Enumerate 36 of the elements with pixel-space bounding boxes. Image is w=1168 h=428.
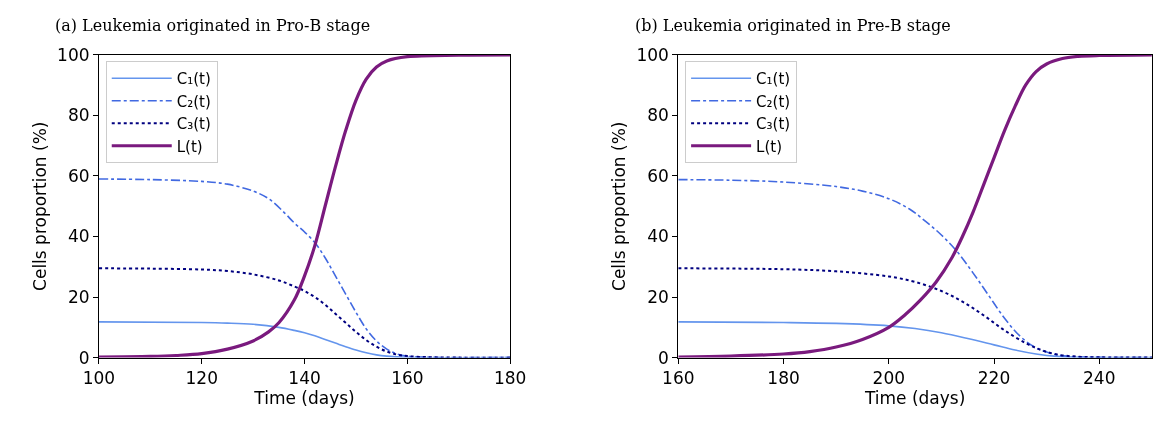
y-tick-label: 60 — [67, 165, 90, 186]
legend-label: L(t) — [756, 137, 783, 156]
chart-title: (a) Leukemia originated in Pro-B stage — [55, 16, 371, 35]
x-axis-title: Time (days) — [863, 388, 966, 409]
legend-label: C₁(t) — [176, 70, 211, 89]
legend-label: L(t) — [176, 137, 203, 156]
y-tick-label: 80 — [647, 105, 669, 126]
y-tick-label: 20 — [67, 287, 90, 308]
x-tick-label: 100 — [82, 368, 116, 389]
legend-label: C₃(t) — [176, 115, 211, 134]
legend-label: C₁(t) — [756, 70, 791, 89]
y-tick-label: 80 — [67, 105, 90, 126]
legend-label: C₂(t) — [176, 92, 211, 111]
x-tick-label: 160 — [391, 368, 424, 389]
y-tick-label: 100 — [636, 44, 669, 65]
x-tick-label: 160 — [662, 368, 695, 389]
y-tick-label: 100 — [57, 44, 90, 65]
y-tick-label: 20 — [647, 287, 669, 308]
y-tick-label: 0 — [658, 347, 669, 368]
y-axis-title: Cells proportion (%) — [608, 121, 629, 291]
x-tick-label: 200 — [872, 368, 905, 389]
x-tick-label: 220 — [977, 368, 1011, 389]
legend-label: C₃(t) — [756, 115, 791, 134]
x-tick-label: 180 — [767, 368, 800, 389]
x-axis-title: Time (days) — [253, 388, 355, 409]
y-tick-label: 40 — [67, 226, 90, 247]
legend-label: C₂(t) — [756, 92, 791, 111]
x-tick-label: 180 — [493, 368, 527, 389]
chart-title: (b) Leukemia originated in Pre-B stage — [635, 16, 951, 35]
y-axis-title: Cells proportion (%) — [29, 121, 50, 291]
y-tick-label: 60 — [647, 165, 669, 186]
y-tick-label: 0 — [78, 347, 90, 368]
x-tick-label: 120 — [185, 368, 218, 389]
y-tick-label: 40 — [647, 226, 669, 247]
x-tick-label: 140 — [288, 368, 321, 389]
x-tick-label: 240 — [1083, 368, 1116, 389]
